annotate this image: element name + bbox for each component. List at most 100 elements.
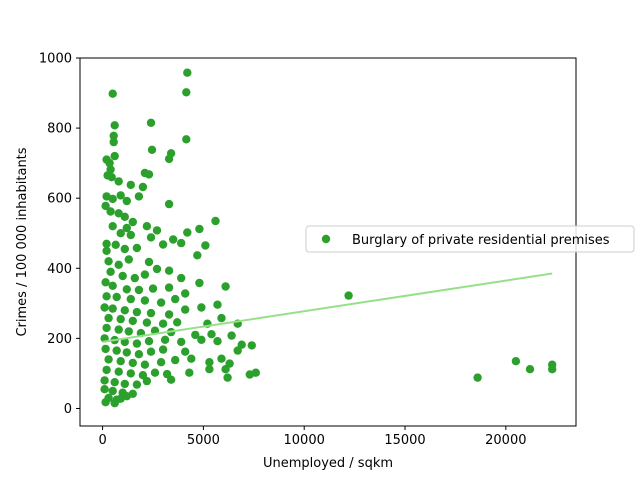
data-point [150,368,160,377]
data-point [124,255,133,264]
data-point [132,243,142,253]
data-point [473,373,482,382]
data-point [182,88,191,97]
data-point [237,340,246,349]
data-point [195,224,204,234]
data-point [108,89,117,98]
data-point [233,346,242,355]
data-point [156,358,166,367]
data-point [164,266,174,275]
data-point [146,233,156,242]
data-point [185,368,194,377]
data-point [158,319,168,328]
data-point [195,278,204,288]
points-layer [100,68,557,408]
data-point [201,241,210,250]
data-point [213,337,222,346]
legend-entry-label: Burglary of private residential premises [352,233,610,248]
data-point [116,357,125,366]
ticks-layer: 0 5000 10000 15000 20000 0 200 400 600 800 1000 [39,52,527,449]
trend-line [102,272,553,343]
data-point [221,365,230,374]
data-point [221,282,230,291]
data-point [116,229,125,238]
data-point [122,196,131,206]
data-point [142,222,152,231]
data-point [116,394,125,403]
y-tick-label: 600 [47,192,72,207]
x-tick-label: 10000 [284,433,325,448]
data-point [106,267,115,276]
data-point [147,145,157,154]
data-point [109,137,118,147]
data-point [158,345,168,354]
data-point [181,289,190,298]
data-point [132,307,142,317]
data-point [108,222,117,231]
data-point [110,151,119,161]
data-point [146,308,156,318]
data-point [101,278,110,287]
data-point [251,368,260,377]
data-point [144,337,154,346]
data-point [120,306,129,315]
data-point [134,285,144,295]
data-point [120,244,129,254]
x-tick-label: 0 [98,433,106,448]
data-point [177,273,186,283]
data-point [511,357,521,366]
x-axis-label: Unemployed / sqkm [263,456,393,471]
data-point [114,325,123,334]
y-axis-label: Crimes / 100 000 inhabitants [15,147,30,336]
data-point [101,398,110,407]
legend-marker [321,234,331,244]
data-point [112,346,121,355]
data-point [106,207,115,216]
data-point [177,337,186,347]
data-point [112,292,121,302]
data-point [114,367,123,376]
data-point [197,303,206,312]
legend-box [305,225,635,253]
data-point [183,68,192,77]
data-point [217,354,226,363]
data-point [144,257,154,267]
data-point [108,304,117,313]
data-point [140,296,150,305]
x-tick-label: 20000 [485,433,526,448]
data-point [247,341,256,350]
data-point [140,360,150,369]
data-point [197,335,206,344]
data-point [102,323,111,333]
data-point [100,303,109,312]
y-tick-label: 400 [47,262,72,277]
data-point [177,238,186,248]
data-point [148,284,158,293]
data-point [134,350,144,359]
data-point [146,118,156,128]
data-point [152,264,162,274]
data-point [211,216,220,226]
data-point [132,380,142,389]
data-point [130,273,139,283]
data-point [173,318,182,327]
data-point [100,385,109,394]
data-point [109,131,118,140]
y-tick-label: 1000 [39,52,72,67]
data-point [166,375,176,384]
data-point [114,209,123,218]
data-point [126,180,135,190]
data-point [110,399,119,408]
data-point [126,369,135,378]
data-point [120,379,129,389]
data-point [207,330,216,339]
data-point [108,281,117,290]
data-point [138,182,148,192]
data-point [152,226,162,235]
x-tick-label: 15000 [384,433,425,448]
data-point [104,257,113,266]
y-tick-label: 0 [64,402,72,417]
data-point [187,354,196,363]
data-point [183,228,192,237]
